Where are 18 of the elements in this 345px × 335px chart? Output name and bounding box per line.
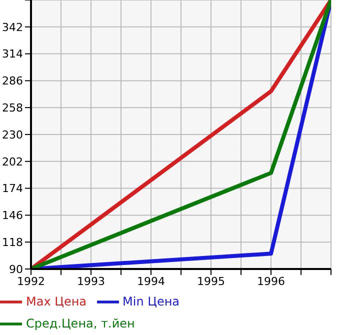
y-tick-label: 174: [2, 182, 23, 196]
y-tick-label: 90: [9, 262, 23, 276]
x-tick-label: 1994: [137, 274, 165, 288]
y-tick-label: 146: [2, 209, 23, 222]
y-tick-label: 314: [2, 48, 23, 61]
y-tick-label: 230: [2, 128, 23, 142]
x-tick-label: 1995: [197, 274, 225, 288]
y-tick-label: 286: [2, 74, 23, 88]
y-tick-label: 258: [2, 102, 23, 115]
y-tick-label: 342: [2, 20, 23, 34]
y-tick-label: 118: [2, 236, 23, 250]
legend-label: Max Цена: [26, 294, 87, 308]
legend-label: Сред.Цена, т.йен: [26, 316, 135, 330]
x-tick-label: 1992: [17, 274, 45, 288]
x-tick-label: 1993: [77, 274, 105, 288]
legend-label: Min Цена: [122, 294, 180, 308]
x-tick-label: 1996: [257, 274, 285, 288]
y-tick-label: 202: [2, 155, 23, 168]
